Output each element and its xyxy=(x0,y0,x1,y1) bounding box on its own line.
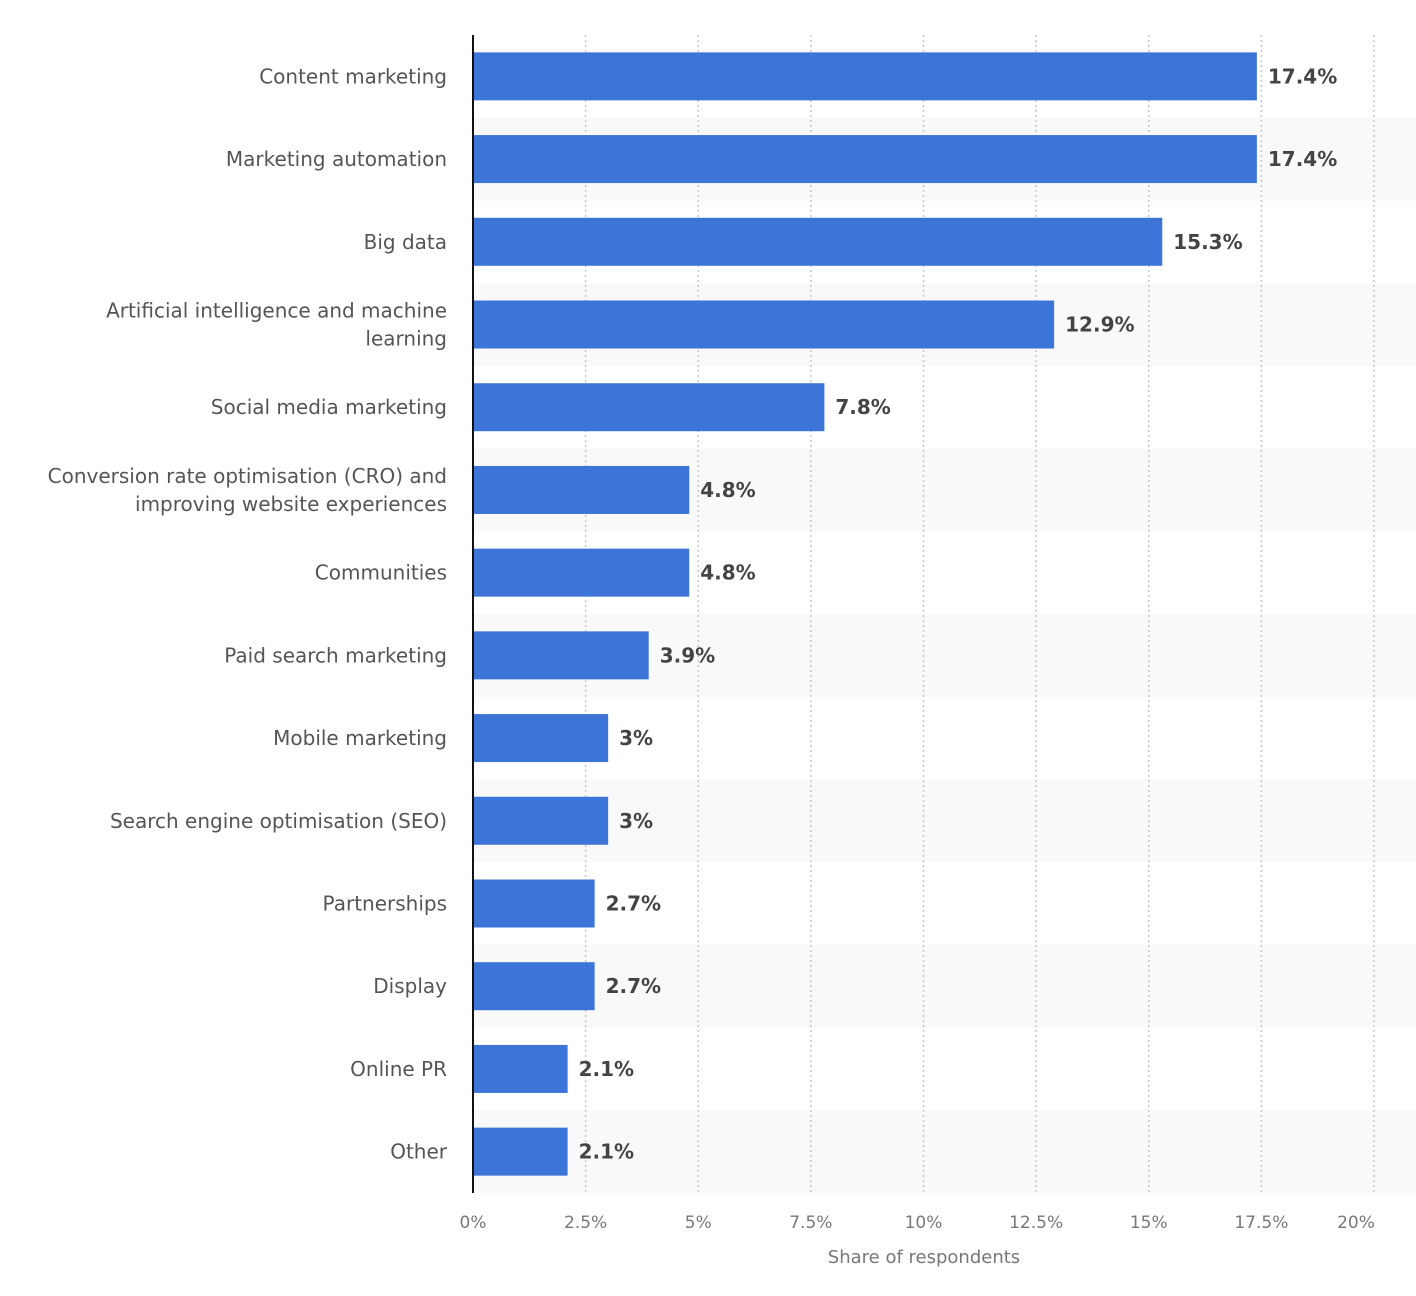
category-label: Conversion rate optimisation (CRO) and xyxy=(48,464,447,488)
data-label: 3.9% xyxy=(660,643,715,667)
bar xyxy=(473,1044,568,1093)
data-label: 4.8% xyxy=(700,478,755,502)
data-label: 2.7% xyxy=(606,974,661,998)
data-label: 2.1% xyxy=(579,1140,634,1164)
category-label: Partnerships xyxy=(323,892,447,916)
bar xyxy=(473,548,690,597)
bar xyxy=(473,383,825,432)
data-label: 4.8% xyxy=(700,561,755,585)
data-label: 15.3% xyxy=(1173,230,1242,254)
bar xyxy=(473,135,1257,184)
x-tick-label: 2.5% xyxy=(564,1213,607,1233)
row-band xyxy=(473,1110,1416,1193)
bar xyxy=(473,217,1163,266)
category-label: Display xyxy=(373,974,447,998)
data-label: 2.1% xyxy=(579,1057,634,1081)
bar xyxy=(473,796,609,845)
category-label: learning xyxy=(365,327,447,351)
x-tick-label: 17.5% xyxy=(1234,1213,1288,1233)
bar xyxy=(473,714,609,763)
category-label: Social media marketing xyxy=(211,395,447,419)
data-label: 3% xyxy=(619,726,653,750)
x-tick-label: 7.5% xyxy=(789,1213,832,1233)
category-label: Online PR xyxy=(350,1057,447,1081)
data-label: 17.4% xyxy=(1268,64,1337,88)
category-label: Content marketing xyxy=(259,64,447,88)
x-tick-label: 5% xyxy=(685,1213,712,1233)
category-label: Big data xyxy=(364,230,447,254)
x-tick-label: 10% xyxy=(905,1213,943,1233)
x-tick-label: 12.5% xyxy=(1009,1213,1063,1233)
bar xyxy=(473,300,1055,349)
x-tick-label: 0% xyxy=(460,1213,487,1233)
bar xyxy=(473,52,1257,101)
data-label: 2.7% xyxy=(606,892,661,916)
data-label: 12.9% xyxy=(1065,313,1134,337)
category-label: improving website experiences xyxy=(135,492,447,516)
category-label: Paid search marketing xyxy=(224,643,447,667)
category-label: Artificial intelligence and machine xyxy=(106,299,447,323)
row-band xyxy=(473,944,1416,1028)
category-label: Search engine optimisation (SEO) xyxy=(110,809,447,833)
category-label: Mobile marketing xyxy=(273,726,447,750)
bar xyxy=(473,1127,568,1176)
bar xyxy=(473,465,690,514)
data-label: 17.4% xyxy=(1268,147,1337,171)
bar xyxy=(473,879,595,928)
category-label: Communities xyxy=(315,561,447,585)
bar xyxy=(473,962,595,1011)
bar xyxy=(473,631,649,680)
category-label: Other xyxy=(390,1140,448,1164)
x-tick-label: 20% xyxy=(1337,1213,1375,1233)
data-label: 3% xyxy=(619,809,653,833)
category-label: Marketing automation xyxy=(226,147,447,171)
row-band xyxy=(473,779,1416,863)
data-label: 7.8% xyxy=(835,395,890,419)
x-tick-label: 15% xyxy=(1130,1213,1168,1233)
x-axis-label: Share of respondents xyxy=(828,1247,1020,1268)
